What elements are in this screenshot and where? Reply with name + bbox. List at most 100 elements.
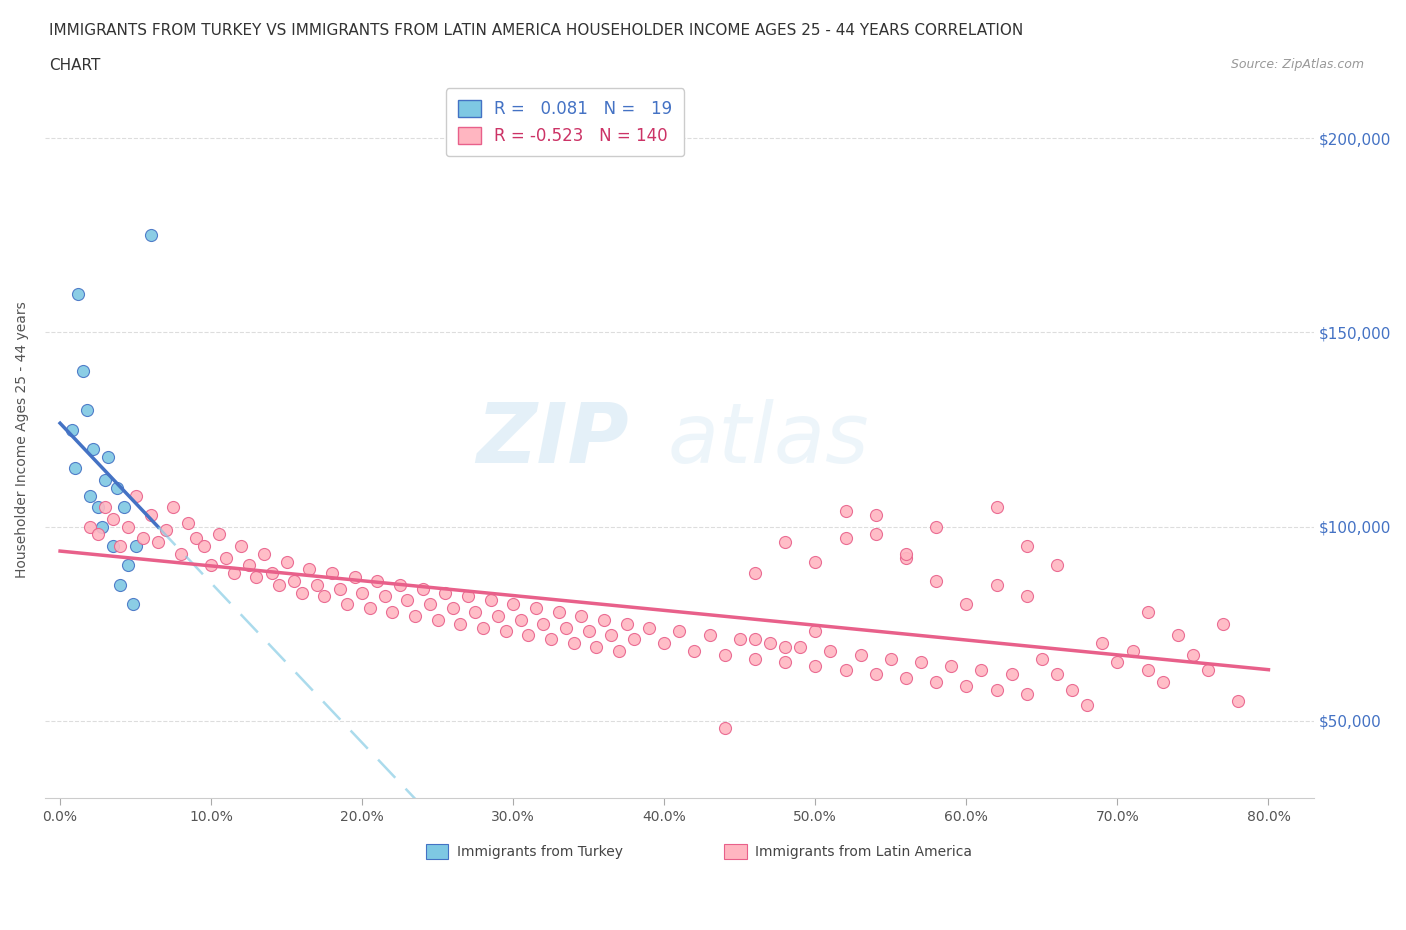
Point [1136, 604, 1159, 619]
Point [986, 499, 1008, 514]
Point [834, 531, 856, 546]
Point [336, 597, 359, 612]
Point [472, 620, 495, 635]
Point [359, 601, 381, 616]
Point [200, 558, 222, 573]
Point [139, 508, 162, 523]
Point [509, 612, 531, 627]
Point [533, 617, 555, 631]
Point [547, 604, 569, 619]
Point [759, 635, 782, 650]
Point [124, 488, 146, 503]
Point [238, 558, 260, 573]
Point [94, 472, 117, 487]
Point [67, 286, 90, 301]
Point [699, 628, 721, 643]
Point [449, 617, 471, 631]
Text: ZIP: ZIP [477, 399, 628, 480]
Point [744, 565, 766, 580]
Point [804, 624, 827, 639]
Point [638, 620, 661, 635]
Point [396, 593, 419, 608]
Point [60, 422, 83, 437]
Point [1197, 663, 1219, 678]
Point [231, 538, 253, 553]
Legend: R =   0.081   N =   19, R = -0.523   N = 140: R = 0.081 N = 19, R = -0.523 N = 140 [446, 88, 685, 156]
Point [502, 597, 524, 612]
Text: Immigrants from Turkey: Immigrants from Turkey [457, 845, 623, 859]
Point [880, 651, 903, 666]
Point [744, 631, 766, 646]
Point [253, 546, 276, 561]
Point [1107, 655, 1129, 670]
Point [524, 601, 547, 616]
Point [305, 578, 328, 592]
Point [184, 531, 207, 546]
Point [652, 635, 675, 650]
Point [79, 519, 101, 534]
Point [1015, 686, 1038, 701]
Point [834, 663, 856, 678]
Point [374, 589, 396, 604]
Bar [426, 844, 449, 859]
Point [569, 608, 592, 623]
Point [1076, 698, 1098, 712]
Point [283, 574, 305, 589]
Text: Immigrants from Latin America: Immigrants from Latin America [755, 845, 973, 859]
Point [1046, 667, 1069, 682]
Point [155, 523, 177, 538]
Point [208, 527, 231, 542]
Point [925, 519, 948, 534]
Point [773, 655, 796, 670]
Point [1001, 667, 1024, 682]
Point [328, 581, 350, 596]
Text: IMMIGRANTS FROM TURKEY VS IMMIGRANTS FROM LATIN AMERICA HOUSEHOLDER INCOME AGES : IMMIGRANTS FROM TURKEY VS IMMIGRANTS FRO… [49, 23, 1024, 38]
Point [1136, 663, 1159, 678]
Point [117, 558, 139, 573]
Point [578, 624, 600, 639]
Point [1091, 635, 1114, 650]
Point [925, 674, 948, 689]
Point [713, 647, 735, 662]
Point [87, 527, 110, 542]
Point [623, 631, 645, 646]
Point [63, 461, 86, 476]
Point [314, 589, 336, 604]
Point [457, 589, 479, 604]
Point [1212, 617, 1234, 631]
Text: Source: ZipAtlas.com: Source: ZipAtlas.com [1230, 58, 1364, 71]
Point [87, 499, 110, 514]
Point [773, 640, 796, 655]
Point [1015, 589, 1038, 604]
Point [121, 597, 143, 612]
Point [592, 612, 614, 627]
Point [170, 546, 193, 561]
Point [894, 546, 917, 561]
Point [773, 535, 796, 550]
Point [683, 644, 706, 658]
Point [1046, 558, 1069, 573]
Point [110, 578, 132, 592]
Point [1181, 647, 1204, 662]
Point [616, 617, 638, 631]
Point [162, 499, 184, 514]
Point [139, 228, 162, 243]
Point [124, 538, 146, 553]
Point [555, 620, 578, 635]
Point [101, 538, 124, 553]
Point [894, 671, 917, 685]
Point [441, 601, 464, 616]
Point [426, 612, 449, 627]
Point [1015, 538, 1038, 553]
Bar [724, 844, 747, 859]
Point [107, 480, 129, 495]
Point [600, 628, 623, 643]
Point [260, 565, 283, 580]
Point [193, 538, 215, 553]
Point [804, 658, 827, 673]
Point [298, 562, 321, 577]
Point [865, 667, 887, 682]
Point [321, 565, 343, 580]
Point [404, 608, 426, 623]
Point [148, 535, 170, 550]
